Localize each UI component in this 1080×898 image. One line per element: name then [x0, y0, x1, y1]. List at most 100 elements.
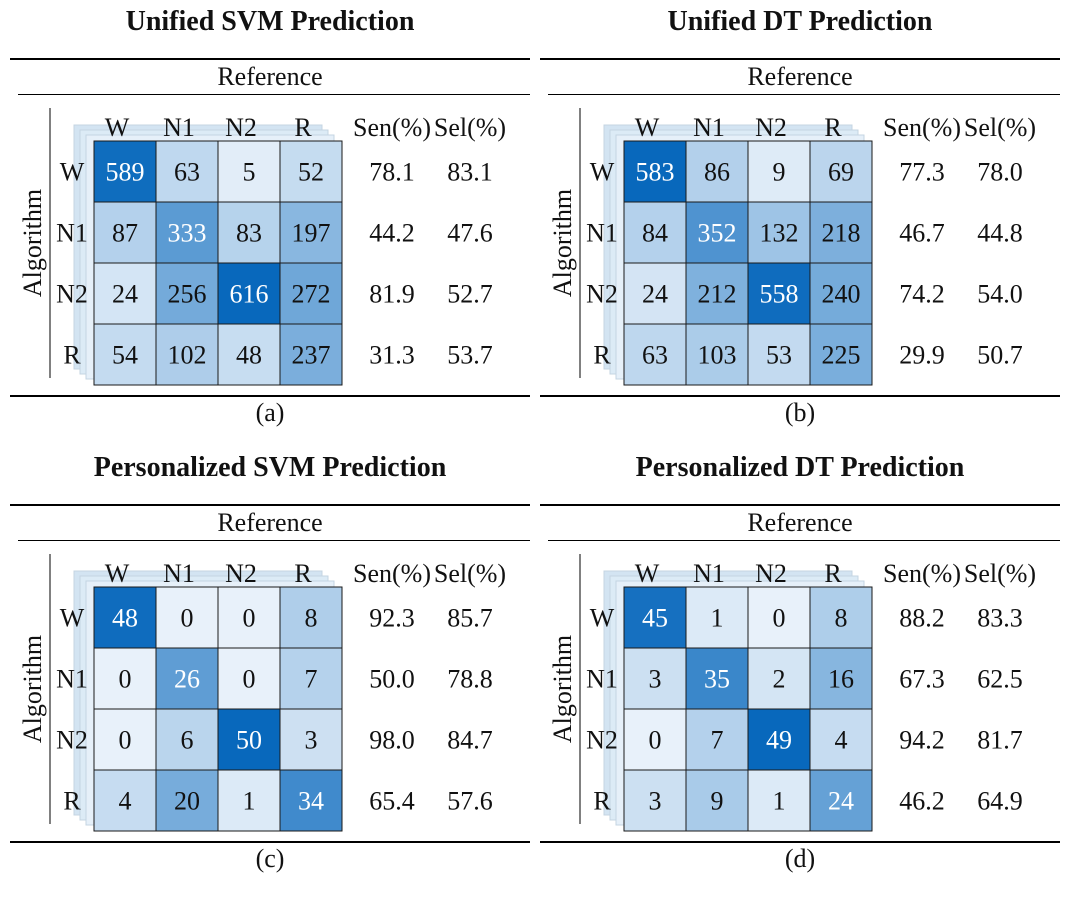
matrix-cell [93, 201, 157, 264]
reference-rule [548, 540, 1060, 541]
cell-value: 0 [181, 604, 194, 633]
cell-value: 63 [174, 158, 200, 187]
cell-value: 0 [773, 604, 786, 633]
selectivity-value: 47.6 [447, 219, 493, 248]
matrix-cell [623, 586, 687, 649]
cell-value: 87 [112, 219, 138, 248]
cell-value: 4 [119, 787, 132, 816]
sensitivity-value: 67.3 [899, 665, 945, 694]
algorithm-axis-label: Algorithm [548, 189, 577, 297]
panel-title: Unified DT Prediction [667, 6, 933, 37]
cell-value: 9 [773, 158, 786, 187]
matrix-cell [809, 769, 873, 832]
column-header: N2 [225, 113, 257, 142]
selectivity-value: 52.7 [447, 280, 493, 309]
cell-value: 218 [822, 219, 861, 248]
selectivity-value: 62.5 [977, 665, 1023, 694]
cell-value: 50 [236, 726, 262, 755]
matrix-cell [155, 140, 219, 203]
cell-value: 48 [112, 604, 138, 633]
algorithm-axis-label: Algorithm [548, 635, 577, 743]
bottom-rule [10, 395, 530, 397]
cell-value: 558 [760, 280, 799, 309]
cell-value: 7 [305, 665, 318, 694]
cell-value: 69 [828, 158, 854, 187]
selectivity-value: 57.6 [447, 787, 493, 816]
matrix-cell [155, 262, 219, 325]
row-label: W [590, 158, 615, 187]
sensitivity-value: 50.0 [369, 665, 415, 694]
cell-value: 53 [766, 341, 792, 370]
cell-value: 3 [649, 787, 662, 816]
cell-value: 2 [773, 665, 786, 694]
reference-label: Reference [217, 508, 323, 537]
matrix-cell [747, 323, 811, 386]
sensitivity-value: 44.2 [369, 219, 415, 248]
selectivity-header: Sel(%) [434, 559, 506, 588]
column-header: N2 [225, 559, 257, 588]
matrix-cell [685, 201, 749, 264]
row-label: N1 [56, 219, 88, 248]
row-label: N2 [586, 280, 618, 309]
matrix-cell [279, 647, 343, 710]
panel-title: Personalized DT Prediction [635, 452, 965, 483]
reference-rule [18, 540, 530, 541]
matrix-cell [685, 708, 749, 771]
cell-value: 48 [236, 341, 262, 370]
sensitivity-header: Sen(%) [353, 113, 431, 142]
column-header: N1 [163, 559, 195, 588]
selectivity-header: Sel(%) [964, 113, 1036, 142]
selectivity-header: Sel(%) [964, 559, 1036, 588]
panel-caption: (c) [255, 844, 285, 873]
row-label: N2 [56, 726, 88, 755]
sensitivity-value: 46.7 [899, 219, 945, 248]
selectivity-value: 83.1 [447, 158, 493, 187]
matrix-cell [809, 647, 873, 710]
matrix-cell [809, 586, 873, 649]
selectivity-value: 53.7 [447, 341, 493, 370]
cell-value: 0 [649, 726, 662, 755]
row-label: W [60, 158, 85, 187]
cell-value: 5 [243, 158, 256, 187]
row-label: R [63, 787, 81, 816]
column-header: R [294, 559, 312, 588]
cell-value: 0 [119, 665, 132, 694]
algorithm-axis-label: Algorithm [18, 189, 47, 297]
cell-value: 86 [704, 158, 730, 187]
matrix-cell [809, 140, 873, 203]
matrix-cell [93, 323, 157, 386]
selectivity-value: 78.8 [447, 665, 493, 694]
top-rule [10, 504, 530, 506]
panel-a: Unified SVM Prediction Reference Algorit… [10, 0, 530, 435]
panel-d: Personalized DT Prediction Reference Alg… [540, 446, 1060, 881]
cell-value: 1 [243, 787, 256, 816]
row-label: R [593, 787, 611, 816]
column-header: R [824, 113, 842, 142]
cell-value: 8 [835, 604, 848, 633]
matrix-cell [279, 201, 343, 264]
cell-value: 34 [298, 787, 324, 816]
row-label: N2 [586, 726, 618, 755]
row-label: W [590, 604, 615, 633]
cell-value: 237 [292, 341, 331, 370]
cell-value: 256 [168, 280, 207, 309]
matrix-cell [155, 323, 219, 386]
sensitivity-value: 29.9 [899, 341, 945, 370]
cell-value: 84 [642, 219, 668, 248]
cell-value: 6 [181, 726, 194, 755]
cell-value: 9 [711, 787, 724, 816]
top-rule [540, 504, 1060, 506]
cell-value: 0 [243, 604, 256, 633]
bottom-rule [540, 395, 1060, 397]
row-label: N1 [586, 219, 618, 248]
matrix-cell [93, 647, 157, 710]
sensitivity-value: 65.4 [369, 787, 415, 816]
column-header: N1 [693, 113, 725, 142]
matrix-cell [623, 140, 687, 203]
matrix-cell [685, 769, 749, 832]
sensitivity-value: 88.2 [899, 604, 945, 633]
top-rule [540, 58, 1060, 60]
cell-value: 1 [773, 787, 786, 816]
sensitivity-header: Sen(%) [883, 113, 961, 142]
